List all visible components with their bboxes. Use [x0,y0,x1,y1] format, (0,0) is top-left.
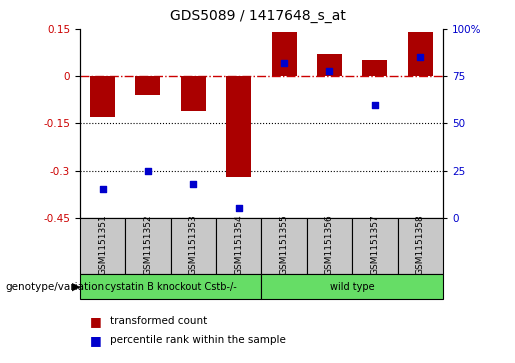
Text: cystatin B knockout Cstb-/-: cystatin B knockout Cstb-/- [105,282,236,292]
Text: percentile rank within the sample: percentile rank within the sample [110,335,286,345]
Text: GSM1151355: GSM1151355 [280,215,288,275]
Bar [181,76,206,111]
Bar [363,61,387,76]
Text: GSM1151352: GSM1151352 [143,215,152,275]
Bar [90,76,115,117]
Point [325,68,334,73]
Bar [125,218,170,274]
Bar [170,218,216,274]
Bar [271,32,297,76]
Point [280,60,288,66]
Bar [135,76,160,95]
Text: GSM1151356: GSM1151356 [325,215,334,275]
Text: GSM1151351: GSM1151351 [98,215,107,275]
Bar [80,274,261,299]
Bar [307,218,352,274]
Text: wild type: wild type [330,282,374,292]
Bar [261,274,443,299]
Point [144,168,152,174]
Bar [317,54,342,76]
Text: ■: ■ [90,315,102,328]
Bar [226,76,251,177]
Bar [408,32,433,76]
Point [416,54,424,60]
Point [234,205,243,211]
Bar [261,218,307,274]
Bar [352,218,398,274]
Text: transformed count: transformed count [110,316,207,326]
Bar [80,218,125,274]
Text: ■: ■ [90,334,102,347]
Text: GSM1151358: GSM1151358 [416,215,425,275]
Text: ▶: ▶ [72,282,80,292]
Text: genotype/variation: genotype/variation [5,282,104,292]
Text: GDS5089 / 1417648_s_at: GDS5089 / 1417648_s_at [169,9,346,23]
Bar [398,218,443,274]
Text: GSM1151357: GSM1151357 [370,215,380,275]
Bar [216,218,261,274]
Point [98,187,107,192]
Text: GSM1151354: GSM1151354 [234,215,243,275]
Point [189,181,197,187]
Text: GSM1151353: GSM1151353 [189,215,198,275]
Point [371,102,379,107]
